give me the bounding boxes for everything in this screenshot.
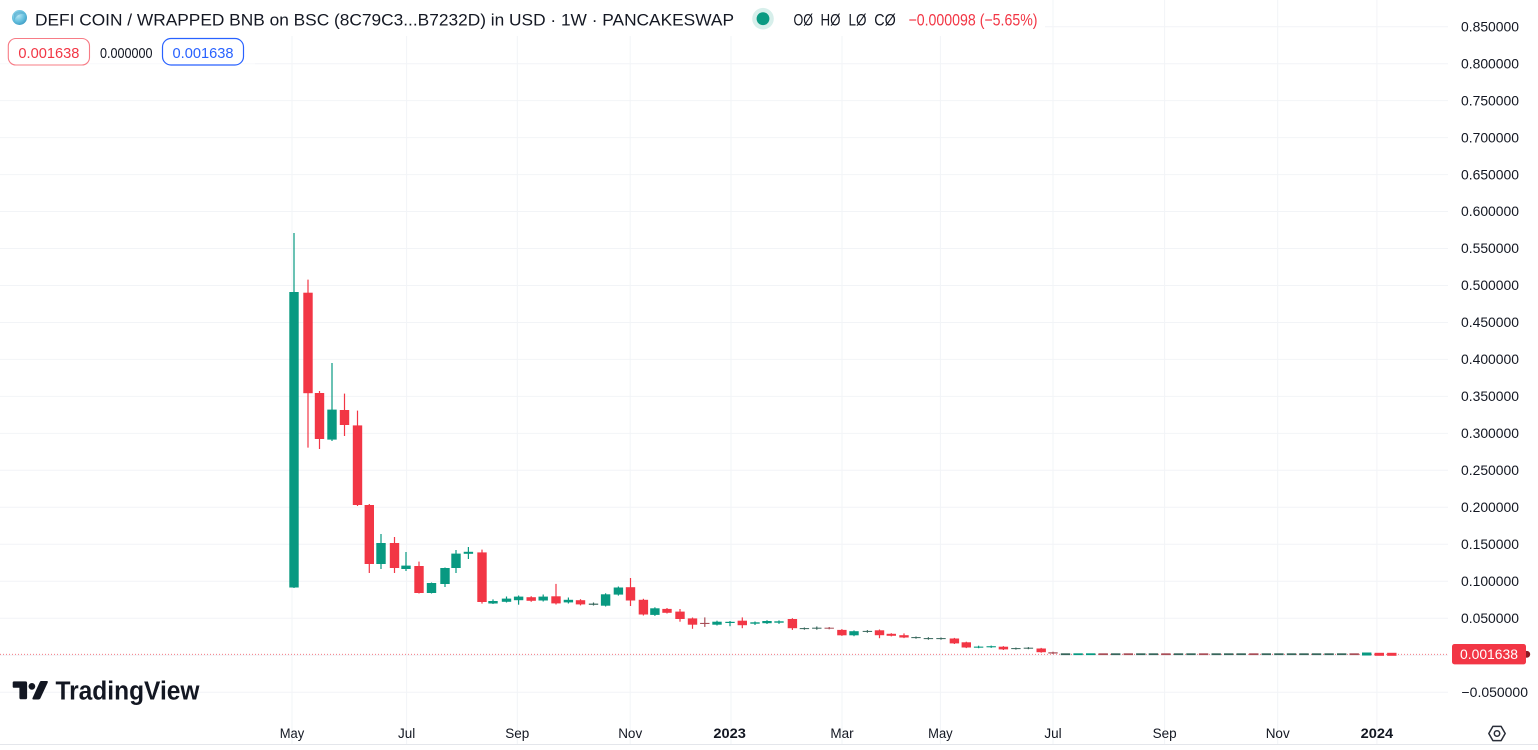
svg-text:2024: 2024 [1361,726,1394,741]
svg-text:−0.000098 (−5.65%): −0.000098 (−5.65%) [909,11,1038,29]
svg-text:0.500000: 0.500000 [1461,278,1519,293]
svg-text:0.750000: 0.750000 [1461,93,1519,108]
svg-text:LØ: LØ [849,11,867,29]
svg-text:0.400000: 0.400000 [1461,352,1519,367]
svg-text:−0.050000: −0.050000 [1462,685,1529,700]
svg-text:0.650000: 0.650000 [1461,167,1519,182]
svg-text:0.450000: 0.450000 [1461,315,1519,330]
svg-text:0.550000: 0.550000 [1461,241,1519,256]
svg-text:Sep: Sep [505,726,529,741]
svg-text:Mar: Mar [830,726,854,741]
svg-text:0.001638: 0.001638 [1460,647,1518,662]
svg-text:DEFI COIN / WRAPPED BNB on BSC: DEFI COIN / WRAPPED BNB on BSC (8C79C3..… [35,10,734,29]
svg-text:0.800000: 0.800000 [1461,56,1519,71]
svg-text:0.700000: 0.700000 [1461,130,1519,145]
svg-text:OØ: OØ [794,11,814,29]
svg-text:0.350000: 0.350000 [1461,389,1519,404]
svg-text:0.250000: 0.250000 [1461,463,1519,478]
svg-text:Jul: Jul [398,726,415,741]
svg-text:TradingView: TradingView [56,678,200,706]
svg-text:0.050000: 0.050000 [1461,611,1519,626]
svg-text:0.001638: 0.001638 [173,45,234,62]
svg-text:0.150000: 0.150000 [1461,537,1519,552]
svg-text:HØ: HØ [821,11,841,29]
svg-text:CØ: CØ [874,11,896,29]
svg-text:Nov: Nov [618,726,642,741]
svg-text:May: May [928,726,953,741]
svg-text:0.000000: 0.000000 [100,45,153,62]
svg-text:Nov: Nov [1266,726,1290,741]
svg-text:Sep: Sep [1153,726,1177,741]
svg-text:May: May [280,726,305,741]
svg-text:2023: 2023 [713,726,746,741]
svg-text:0.850000: 0.850000 [1461,19,1519,34]
svg-text:0.300000: 0.300000 [1461,426,1519,441]
svg-text:0.100000: 0.100000 [1461,574,1519,589]
svg-text:0.001638: 0.001638 [18,45,79,62]
svg-text:0.200000: 0.200000 [1461,500,1519,515]
svg-text:0.600000: 0.600000 [1461,204,1519,219]
svg-text:Jul: Jul [1044,726,1061,741]
